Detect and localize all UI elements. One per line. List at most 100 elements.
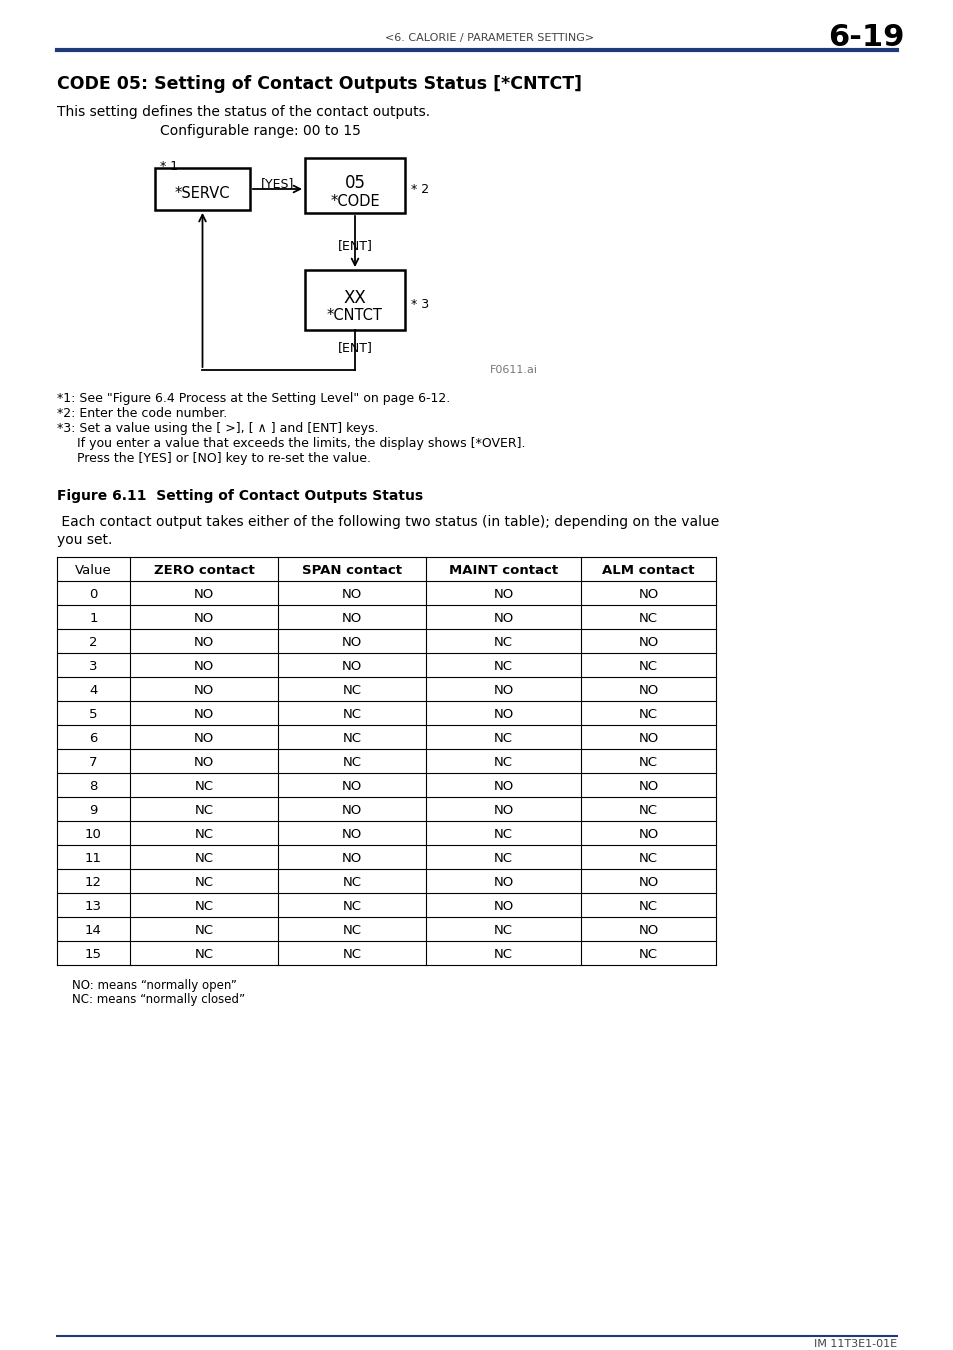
Text: 10: 10 — [85, 829, 102, 841]
Text: NO: NO — [638, 589, 658, 602]
Text: *3: Set a value using the [ >], [ ∧ ] and [ENT] keys.: *3: Set a value using the [ >], [ ∧ ] an… — [57, 423, 378, 435]
Text: ALM contact: ALM contact — [601, 564, 694, 578]
Text: 13: 13 — [85, 900, 102, 914]
Text: NO: NO — [341, 613, 362, 625]
Text: NC: NC — [494, 852, 513, 865]
Text: NC: NC — [494, 949, 513, 961]
Bar — [154, 167, 250, 211]
Text: 6: 6 — [90, 733, 97, 745]
Text: NO: NO — [638, 684, 658, 698]
Text: NO: NO — [341, 660, 362, 674]
Text: Configurable range: 00 to 15: Configurable range: 00 to 15 — [160, 124, 360, 138]
Text: NC: NC — [342, 900, 361, 914]
Text: NC: NC — [639, 900, 658, 914]
Text: NO: NO — [493, 876, 513, 890]
Text: [ENT]: [ENT] — [337, 342, 372, 355]
Text: *CNTCT: *CNTCT — [327, 309, 382, 324]
Text: NC: NC — [639, 660, 658, 674]
Text: NO: NO — [493, 684, 513, 698]
Text: 7: 7 — [90, 756, 97, 770]
Text: * 3: * 3 — [411, 297, 429, 310]
Text: NC: NC — [194, 949, 213, 961]
Text: NC: NC — [342, 949, 361, 961]
Text: 12: 12 — [85, 876, 102, 890]
Text: [YES]: [YES] — [260, 177, 294, 190]
Text: NO: NO — [638, 780, 658, 794]
Text: NC: NC — [494, 636, 513, 649]
Text: [ENT]: [ENT] — [337, 239, 372, 252]
Text: NO: NO — [493, 613, 513, 625]
Text: NO: NO — [193, 636, 213, 649]
Text: NC: NC — [639, 949, 658, 961]
Text: you set.: you set. — [57, 533, 112, 547]
Text: XX: XX — [343, 289, 366, 306]
Text: F0611.ai: F0611.ai — [490, 364, 537, 375]
Text: NO: NO — [638, 636, 658, 649]
Text: NO: NO — [341, 829, 362, 841]
Text: NC: means “normally closed”: NC: means “normally closed” — [71, 994, 245, 1006]
Text: NC: NC — [194, 925, 213, 937]
Text: NO: NO — [638, 925, 658, 937]
Text: NO: NO — [493, 589, 513, 602]
Text: NC: NC — [639, 805, 658, 818]
Text: NC: NC — [494, 925, 513, 937]
Text: NO: NO — [493, 900, 513, 914]
Text: *SERVC: *SERVC — [174, 186, 230, 201]
Text: SPAN contact: SPAN contact — [302, 564, 401, 578]
Text: NO: NO — [193, 709, 213, 721]
Text: NO: NO — [341, 852, 362, 865]
Text: 8: 8 — [90, 780, 97, 794]
Text: NC: NC — [342, 733, 361, 745]
Text: NO: NO — [493, 709, 513, 721]
Text: 14: 14 — [85, 925, 102, 937]
Text: 5: 5 — [90, 709, 97, 721]
Text: NO: NO — [638, 829, 658, 841]
Text: This setting defines the status of the contact outputs.: This setting defines the status of the c… — [57, 105, 430, 119]
Text: <6. CALORIE / PARAMETER SETTING>: <6. CALORIE / PARAMETER SETTING> — [385, 32, 594, 43]
Text: NC: NC — [639, 756, 658, 770]
Text: *CODE: *CODE — [330, 194, 379, 209]
Text: NC: NC — [342, 876, 361, 890]
Text: 05: 05 — [344, 174, 365, 193]
Text: ZERO contact: ZERO contact — [153, 564, 254, 578]
Text: Each contact output takes either of the following two status (in table); dependi: Each contact output takes either of the … — [57, 514, 719, 529]
Text: Value: Value — [75, 564, 112, 578]
Text: If you enter a value that exceeds the limits, the display shows [*OVER].: If you enter a value that exceeds the li… — [57, 437, 525, 450]
Text: NO: NO — [493, 780, 513, 794]
Text: NO: NO — [341, 780, 362, 794]
Text: NO: NO — [193, 589, 213, 602]
Text: NO: NO — [193, 613, 213, 625]
Text: CODE 05: Setting of Contact Outputs Status [*CNTCT]: CODE 05: Setting of Contact Outputs Stat… — [57, 76, 581, 93]
Text: NO: NO — [493, 805, 513, 818]
Text: NO: NO — [638, 876, 658, 890]
Text: NC: NC — [639, 852, 658, 865]
Text: 9: 9 — [90, 805, 97, 818]
Text: 0: 0 — [90, 589, 97, 602]
Text: 11: 11 — [85, 852, 102, 865]
Text: NO: NO — [341, 636, 362, 649]
Text: NC: NC — [494, 756, 513, 770]
Text: NO: NO — [341, 589, 362, 602]
Text: * 1: * 1 — [160, 161, 178, 173]
Text: NC: NC — [639, 613, 658, 625]
Text: 3: 3 — [90, 660, 97, 674]
Text: *2: Enter the code number.: *2: Enter the code number. — [57, 406, 227, 420]
Text: NO: NO — [193, 684, 213, 698]
Text: NC: NC — [342, 925, 361, 937]
Bar — [305, 158, 405, 213]
Text: 2: 2 — [90, 636, 97, 649]
Text: 1: 1 — [90, 613, 97, 625]
Bar — [305, 270, 405, 329]
Text: NC: NC — [342, 756, 361, 770]
Text: 15: 15 — [85, 949, 102, 961]
Text: *1: See "Figure 6.4 Process at the Setting Level" on page 6-12.: *1: See "Figure 6.4 Process at the Setti… — [57, 392, 450, 405]
Text: NC: NC — [194, 829, 213, 841]
Text: NO: NO — [193, 733, 213, 745]
Text: Figure 6.11  Setting of Contact Outputs Status: Figure 6.11 Setting of Contact Outputs S… — [57, 489, 423, 504]
Text: NO: NO — [638, 733, 658, 745]
Text: NC: NC — [494, 829, 513, 841]
Text: MAINT contact: MAINT contact — [449, 564, 558, 578]
Text: NO: NO — [341, 805, 362, 818]
Text: NC: NC — [194, 805, 213, 818]
Text: NC: NC — [194, 780, 213, 794]
